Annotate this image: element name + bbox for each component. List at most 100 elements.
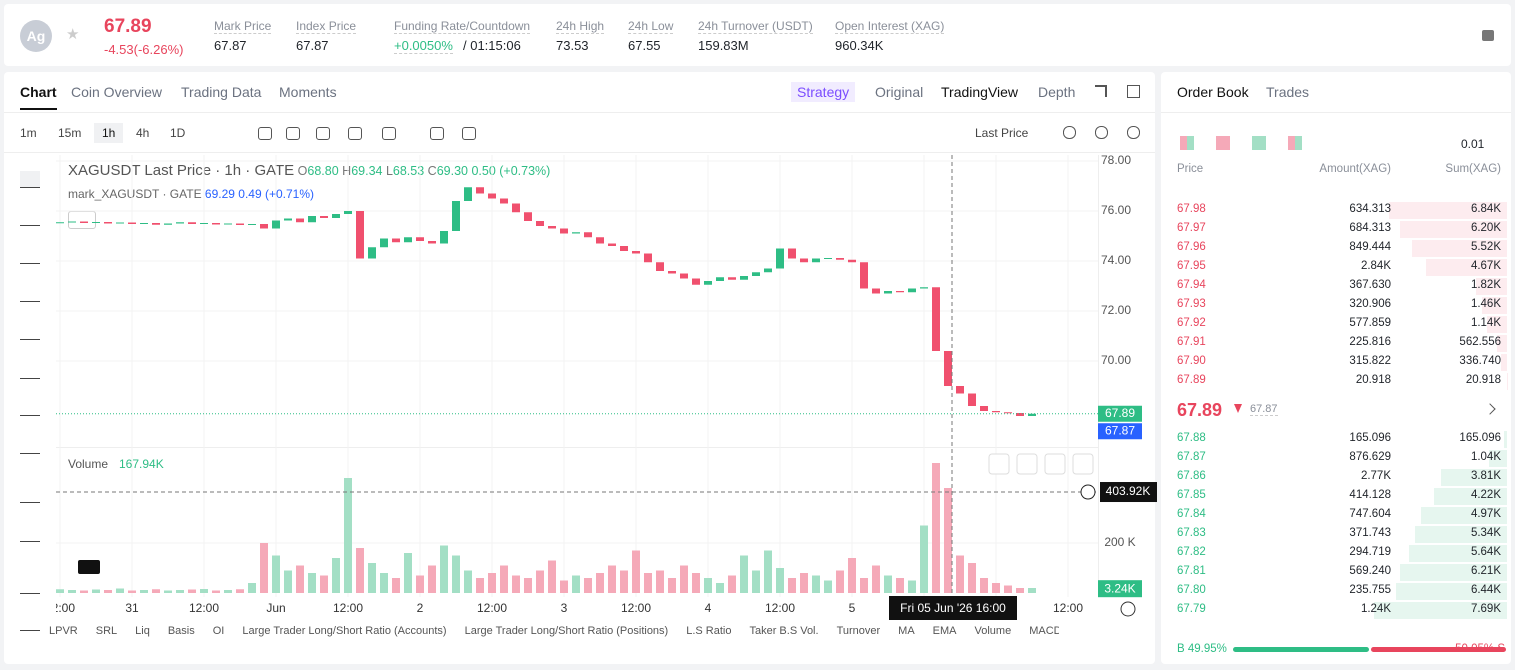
drawing-tool[interactable] (20, 577, 40, 594)
last-price: 67.89 (104, 16, 152, 37)
volume-bar (104, 590, 112, 593)
volume-bar (728, 575, 736, 593)
candle-body (800, 258, 808, 263)
volume-bar (416, 575, 424, 593)
drawing-tool[interactable] (20, 209, 40, 226)
candle-body (224, 223, 232, 225)
depth-bar (1388, 202, 1507, 219)
indicator[interactable]: OI (212, 625, 225, 637)
book-price: 67.97 (1177, 222, 1206, 234)
indicator[interactable]: EMA (932, 625, 957, 637)
view-tab[interactable]: Original (875, 84, 924, 100)
indicator[interactable]: MA (898, 625, 915, 637)
ohlc-value: 68.53 (392, 164, 425, 178)
indicator[interactable]: Large Trader Long/Short Ratio (Positions… (464, 625, 669, 637)
drawing-tool[interactable] (20, 614, 40, 631)
volume-bar (440, 545, 448, 593)
indicator[interactable]: Large Trader Long/Short Ratio (Accounts) (242, 625, 447, 637)
volume-bar (428, 565, 436, 593)
toolbar-icon[interactable] (258, 127, 272, 140)
candle-body (140, 223, 148, 224)
chart-tab[interactable]: Moments (279, 84, 337, 100)
x-tick-label: 12:00 (765, 601, 795, 615)
volume-title: Volume (68, 457, 108, 471)
book-price: 67.88 (1177, 432, 1206, 444)
candle-body (116, 222, 124, 224)
drawing-tool[interactable] (20, 525, 40, 542)
book-view-icon[interactable] (1288, 136, 1302, 150)
candle-body (908, 288, 916, 293)
book-tab[interactable]: Trades (1266, 84, 1310, 100)
chart-tab[interactable]: Chart (20, 84, 57, 110)
view-tab[interactable]: TradingView (941, 84, 1019, 100)
indicator[interactable]: Turnover (836, 625, 881, 637)
candle-body (476, 187, 484, 194)
stat-value: 159.83M (698, 38, 749, 53)
drawing-tool[interactable] (20, 323, 40, 340)
interval-button[interactable]: 1h (94, 123, 124, 143)
toolbar-icon[interactable] (430, 127, 444, 140)
settings-icon[interactable] (1482, 30, 1494, 41)
pane-button (1072, 453, 1094, 475)
volume-bar (812, 575, 820, 593)
book-amount: 569.240 (1349, 565, 1391, 577)
chart-tab[interactable]: Coin Overview (71, 84, 163, 100)
book-sum: 5.64K (1470, 546, 1501, 558)
drawing-tool[interactable] (20, 399, 40, 416)
volume-bar (848, 558, 856, 593)
interval-button[interactable]: 4h (136, 126, 150, 140)
favorite-star[interactable]: ★ (66, 26, 80, 43)
window-icon[interactable] (1127, 85, 1140, 98)
mark-price-tag (1098, 423, 1142, 440)
toolbar-icon[interactable] (348, 127, 362, 140)
book-amount: 367.630 (1349, 279, 1391, 291)
book-price: 67.79 (1177, 603, 1206, 615)
volume-bar (236, 589, 244, 593)
toolbar-icon[interactable] (462, 127, 476, 140)
volume-bar (560, 580, 568, 593)
expand-icon[interactable] (1095, 85, 1107, 97)
toolbar-icon[interactable] (1063, 126, 1076, 139)
drawing-tool[interactable] (20, 362, 40, 379)
view-tab[interactable]: Depth (1038, 84, 1076, 100)
volume-bar (584, 578, 592, 593)
candle-body (572, 232, 580, 234)
toolbar-icon[interactable] (286, 127, 300, 140)
price-type[interactable]: Last Price (975, 126, 1029, 140)
down-arrow (1234, 404, 1242, 413)
drawing-tool[interactable] (20, 285, 40, 302)
indicator[interactable]: MACD (1029, 625, 1059, 637)
view-tab[interactable]: Strategy (791, 82, 856, 102)
drawing-tool[interactable] (20, 437, 40, 454)
drawing-tool[interactable] (20, 486, 40, 503)
candle-body (1016, 413, 1024, 416)
interval-button[interactable]: 15m (58, 126, 82, 140)
interval-button[interactable]: 1m (20, 126, 37, 140)
depth-bar (1504, 431, 1507, 448)
book-view-icon[interactable] (1216, 136, 1230, 150)
chart-tab[interactable]: Trading Data (181, 84, 262, 100)
toolbar-icon[interactable] (382, 127, 396, 140)
drawing-tool[interactable] (20, 171, 40, 188)
book-view-icon[interactable] (1180, 136, 1194, 150)
indicator[interactable]: LPVR (49, 625, 78, 637)
mark-title: mark_XAGUSDT · GATE (68, 187, 202, 201)
toolbar-icon[interactable] (1127, 126, 1140, 139)
indicator[interactable]: L.S Ratio (686, 625, 732, 637)
drawing-tool[interactable] (20, 247, 40, 264)
toolbar-icon[interactable] (1095, 126, 1108, 139)
indicator[interactable]: Liq (135, 625, 150, 637)
book-tab[interactable]: Order Book (1177, 84, 1249, 100)
legend-title: XAGUSDT Last Price · 1h · GATE (68, 162, 295, 179)
book-view-icon[interactable] (1252, 136, 1266, 150)
toolbar-icon[interactable] (316, 127, 330, 140)
candle-body (176, 222, 184, 224)
book-sum: 1.04K (1470, 451, 1501, 463)
interval-button[interactable]: 1D (170, 126, 186, 140)
indicator[interactable]: Volume (974, 625, 1012, 637)
indicator[interactable]: Taker B.S Vol. (749, 625, 819, 637)
precision[interactable]: 0.01 (1461, 137, 1485, 151)
indicator[interactable]: Basis (167, 625, 195, 637)
indicator[interactable]: SRL (95, 625, 118, 637)
candle-body (620, 246, 628, 251)
